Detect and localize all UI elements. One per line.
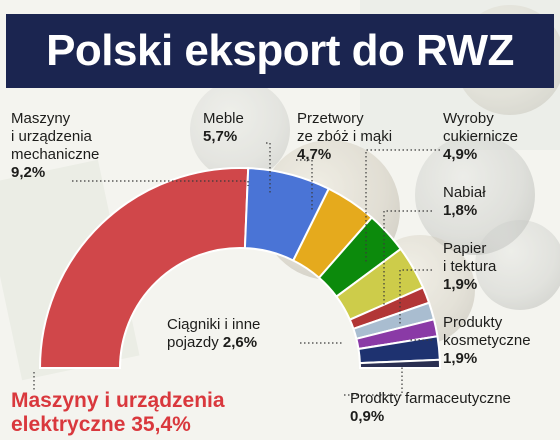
leader-wyroby — [365, 149, 440, 262]
label-ciagniki-value: 2,6% — [222, 334, 258, 351]
label-ciagniki: Ciągniki i inne pojazdy 2,6% — [167, 316, 260, 352]
label-mech-line2: i urządzenia — [11, 128, 92, 145]
leader-meble — [266, 142, 271, 195]
label-ciagniki-line1: Ciągniki i inne — [167, 316, 261, 333]
label-wyroby-value: 4,9% — [443, 146, 478, 163]
label-elec-line2: elektryczne — [11, 413, 126, 436]
label-elec-value: 35,4% — [131, 413, 191, 436]
label-papier: Papier i tektura 1,9% — [443, 240, 496, 294]
label-przetwory-line1: Przetwory — [297, 110, 364, 127]
label-nabial-line1: Nabiał — [443, 184, 486, 201]
label-mech-line3: mechaniczne — [11, 146, 100, 163]
slice-9 — [358, 358, 442, 369]
label-elec-line1: Maszyny i urządzenia — [11, 389, 225, 412]
chart-title: Polski eksport do RWZ — [46, 26, 514, 75]
label-wyroby: Wyroby cukiernicze 4,9% — [443, 110, 518, 164]
label-mech-value: 9,2% — [11, 164, 46, 181]
label-nabial-value: 1,8% — [443, 202, 478, 219]
label-farm-line1: Prodkty farmaceutyczne — [350, 390, 511, 407]
slice-0 — [38, 167, 250, 369]
label-wyroby-line1: Wyroby — [443, 110, 494, 127]
leader-nabial — [383, 210, 432, 305]
label-kosmetyczne-line1: Produkty — [443, 314, 503, 331]
leader-mech — [72, 180, 249, 186]
leader-lines — [33, 142, 440, 396]
label-ciagniki-line2: pojazdy — [167, 334, 219, 351]
label-farm-value: 0,9% — [350, 408, 385, 425]
label-wyroby-line2: cukiernicze — [443, 128, 519, 145]
label-kosmetyczne-line2: kosmetyczne — [443, 332, 531, 349]
label-papier-line2: i tektura — [443, 258, 497, 275]
leader-przetwory — [296, 159, 313, 210]
leader-papier — [399, 269, 432, 326]
label-przetwory: Przetwory ze zbóż i mąki 4,7% — [297, 110, 392, 164]
title-banner: Polski eksport do RWZ — [6, 14, 554, 88]
label-przetwory-line2: ze zbóż i mąki — [297, 128, 393, 145]
label-papier-value: 1,9% — [443, 276, 478, 293]
label-meble: Meble 5,7% — [203, 110, 244, 146]
label-farm: Prodkty farmaceutyczne 0,9% — [350, 390, 511, 426]
label-meble-value: 5,7% — [203, 128, 238, 145]
label-meble-line1: Meble — [203, 110, 244, 127]
label-elec: Maszyny i urządzenia elektryczne 35,4% — [11, 389, 225, 437]
label-mech: Maszyny i urządzenia mechaniczne 9,2% — [11, 110, 99, 182]
label-mech-line1: Maszyny — [11, 110, 71, 127]
label-przetwory-value: 4,7% — [297, 146, 332, 163]
label-kosmetyczne-value: 1,9% — [443, 350, 478, 367]
label-kosmetyczne: Produkty kosmetyczne 1,9% — [443, 314, 531, 368]
label-nabial: Nabiał 1,8% — [443, 184, 486, 220]
label-papier-line1: Papier — [443, 240, 487, 257]
